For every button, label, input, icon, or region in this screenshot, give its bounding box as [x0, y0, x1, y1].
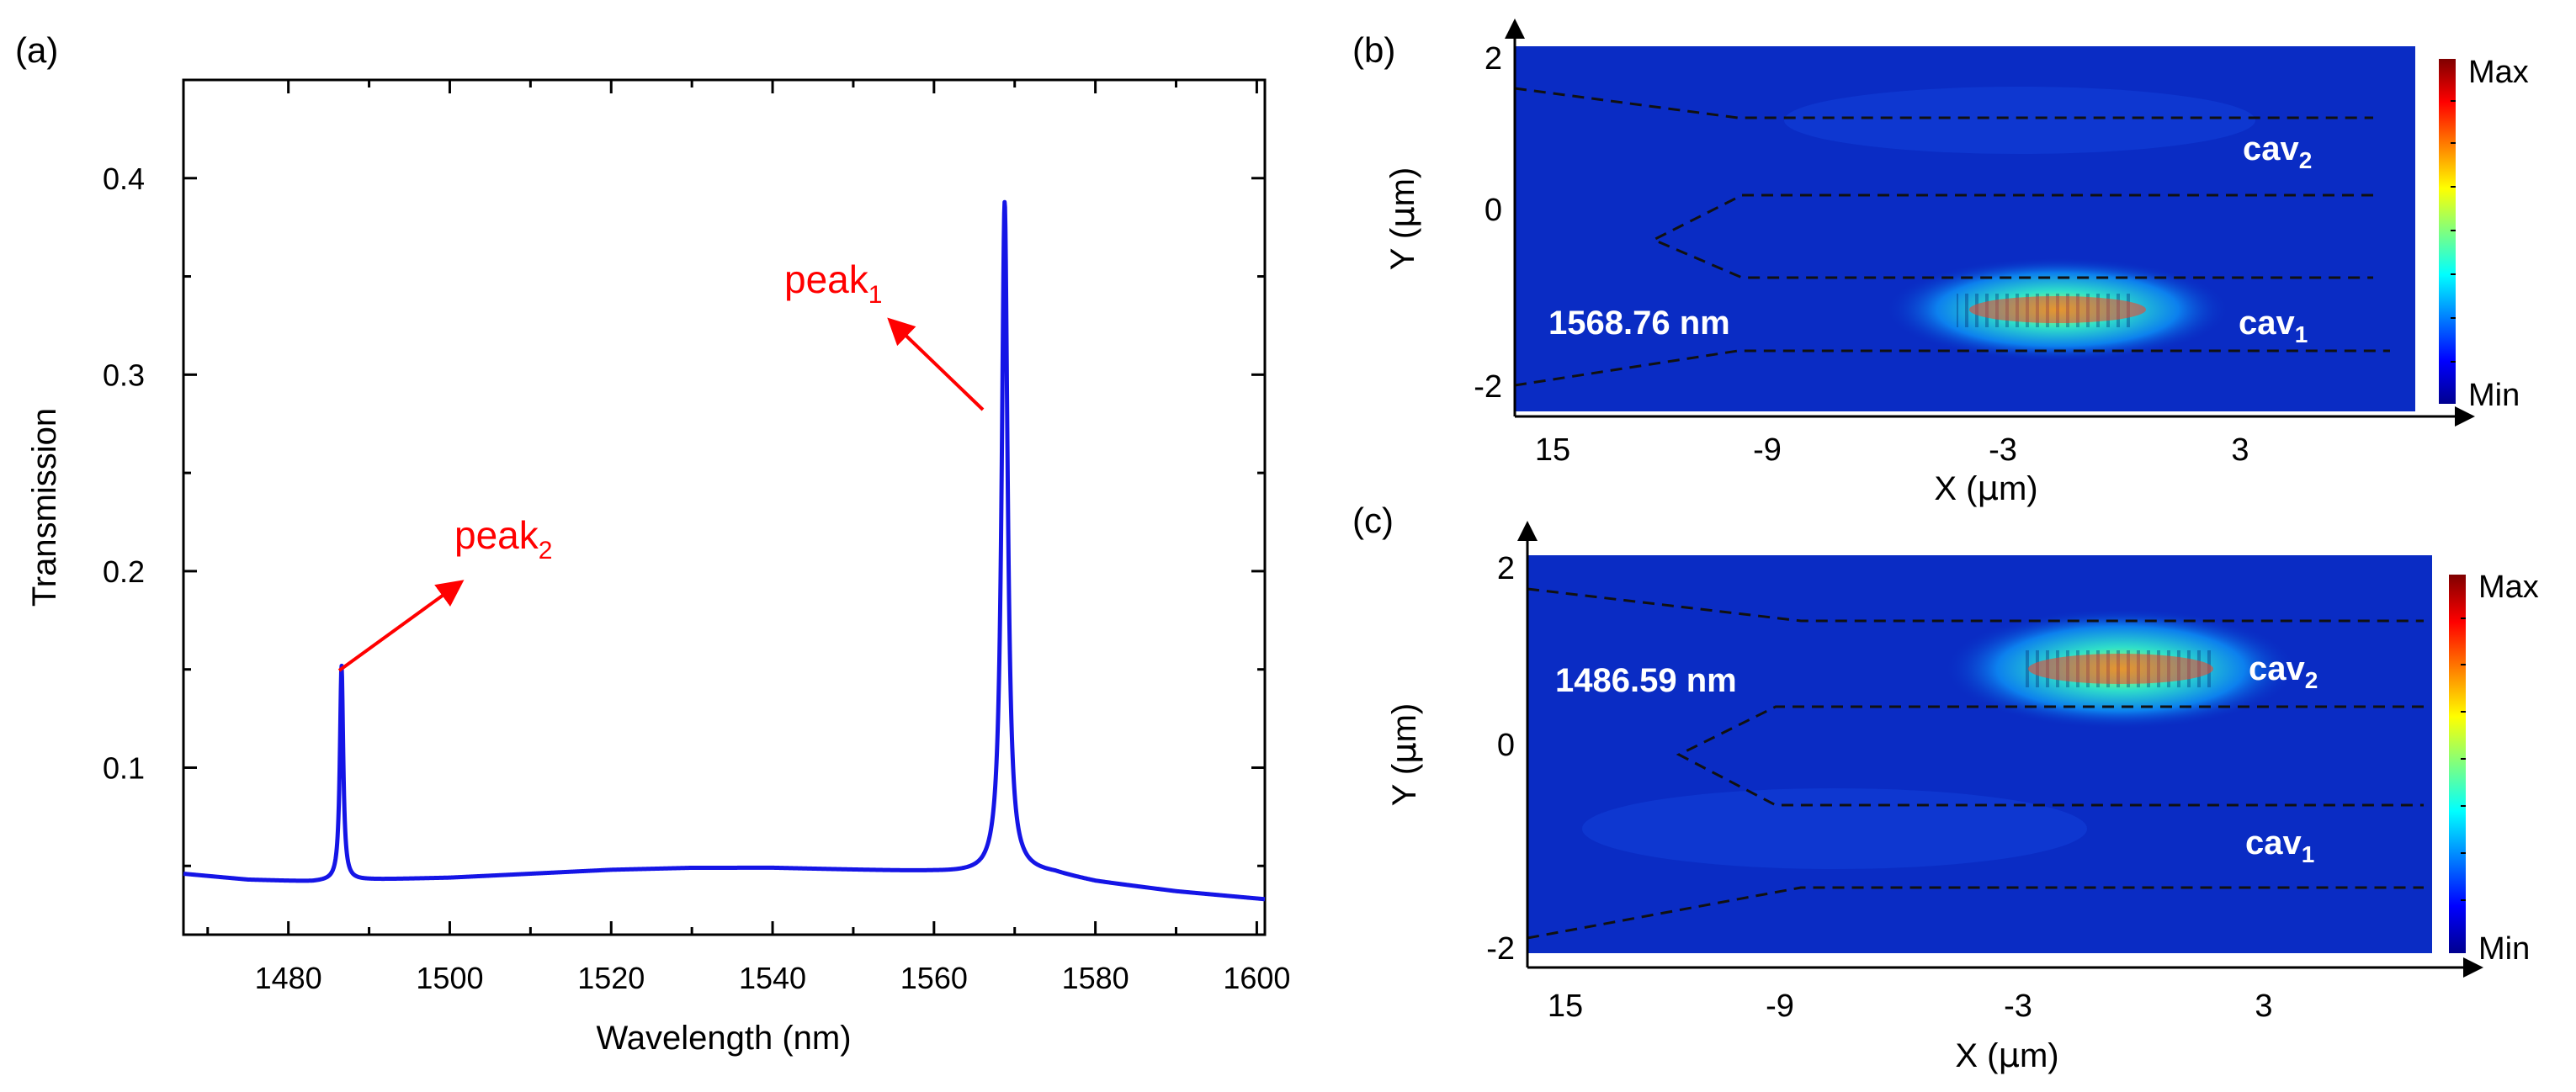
- x-tick-label: 3: [2255, 989, 2272, 1024]
- x-tick-label: 1480: [255, 961, 322, 995]
- x-tick-label: 15: [1535, 432, 1570, 468]
- colorbar-max-label: Max: [2478, 570, 2539, 605]
- y-tick-label: 2: [1497, 551, 1515, 586]
- x-tick-label: -9: [1766, 989, 1794, 1024]
- waveguide-outline: [1527, 587, 2424, 940]
- x-tick-label: 1520: [577, 961, 645, 995]
- y-tick-label: 0: [1497, 728, 1515, 763]
- x-tick-label: 1600: [1223, 961, 1290, 995]
- colorbar-min-label: Min: [2468, 378, 2520, 413]
- x-tick-label: 1500: [416, 961, 483, 995]
- y-tick-labels: 2 0 -2: [1474, 41, 1502, 405]
- weak-lower-field: [1582, 788, 2087, 869]
- cav2-label: cav2: [2249, 650, 2318, 693]
- y-axis-label: Transmission: [26, 408, 63, 607]
- panel-a: (a) 1480 1500 1520 1540 1560 1580 1600 0.1 0.2 0.…: [15, 30, 1290, 1057]
- y-tick-label: 0.1: [103, 750, 145, 785]
- cav2-hotspot: [1944, 608, 2297, 729]
- x-tick-label: 15: [1548, 989, 1583, 1024]
- x-tick-label: 1560: [900, 961, 968, 995]
- peak2-label: peak2: [454, 513, 552, 565]
- colorbar-ticks: [2461, 618, 2466, 901]
- x-tick-label: 1540: [739, 961, 806, 995]
- tick-labels: 1480 1500 1520 1540 1560 1580 1600 0.1 0.2 0.3 0.4: [103, 162, 1291, 995]
- cav2-label: cav2: [2243, 130, 2312, 173]
- panel-label-a: (a): [15, 30, 58, 70]
- y-axis-label: Y (μm): [1384, 167, 1422, 270]
- x-axis-label: X (μm): [1955, 1036, 2058, 1075]
- weak-upper-field: [1784, 87, 2255, 154]
- x-tick-label: 1580: [1062, 961, 1129, 995]
- cav1-hotspot: [1885, 257, 2230, 362]
- peak1-arrow: [887, 317, 985, 411]
- panel-b: (b) 1568.76 nm cav2 cav1 Max Min 2 0: [1352, 19, 2529, 508]
- panel-c: (c) 1486.59 nm cav2 cav1 Max Min 2 0: [1352, 501, 2539, 1075]
- y-tick-label: 0.4: [103, 162, 145, 196]
- cav1-label: cav1: [2245, 824, 2314, 867]
- peak2-arrow: [337, 580, 465, 672]
- waveguide-outline: [1514, 87, 2390, 387]
- y-axis-label: Y (μm): [1385, 703, 1424, 806]
- y-tick-label: 0.2: [103, 554, 145, 589]
- colorbar-max-label: Max: [2468, 55, 2529, 90]
- y-tick-label: 2: [1485, 41, 1502, 77]
- peak1-annotation: peak1: [784, 257, 985, 411]
- y-tick-labels: 2 0 -2: [1486, 551, 1515, 967]
- y-tick-label: -2: [1474, 369, 1502, 405]
- peak1-label: peak1: [784, 257, 882, 309]
- colorbar-ticks: [2451, 100, 2456, 363]
- y-tick-label: 0: [1485, 193, 1502, 228]
- x-tick-label: -3: [1989, 432, 2017, 468]
- x-tick-label: -3: [2004, 989, 2032, 1024]
- x-axis-label: Wavelength (nm): [596, 1020, 851, 1057]
- cav1-label: cav1: [2239, 305, 2308, 347]
- wavelength-label: 1568.76 nm: [1548, 305, 1730, 342]
- x-tick-labels: 15 -9 -3 3: [1548, 989, 2273, 1024]
- x-axis-label: X (μm): [1934, 469, 2037, 508]
- y-tick-label: -2: [1486, 931, 1515, 967]
- x-tick-label: 3: [2231, 432, 2249, 468]
- plot-frame: [182, 78, 1267, 936]
- x-tick-label: -9: [1753, 432, 1782, 468]
- colorbar: [2449, 575, 2466, 953]
- x-tick-labels: 15 -9 -3 3: [1535, 432, 2249, 468]
- panel-label-c: (c): [1352, 501, 1394, 540]
- colorbar-min-label: Min: [2478, 931, 2530, 967]
- peak2-annotation: peak2: [337, 513, 552, 672]
- y-tick-label: 0.3: [103, 358, 145, 392]
- wavelength-label: 1486.59 nm: [1555, 662, 1737, 699]
- panel-label-b: (b): [1352, 30, 1395, 70]
- field-map-background: [1527, 555, 2432, 953]
- tick-marks: [183, 78, 1265, 935]
- transmission-series-line: [181, 199, 1267, 902]
